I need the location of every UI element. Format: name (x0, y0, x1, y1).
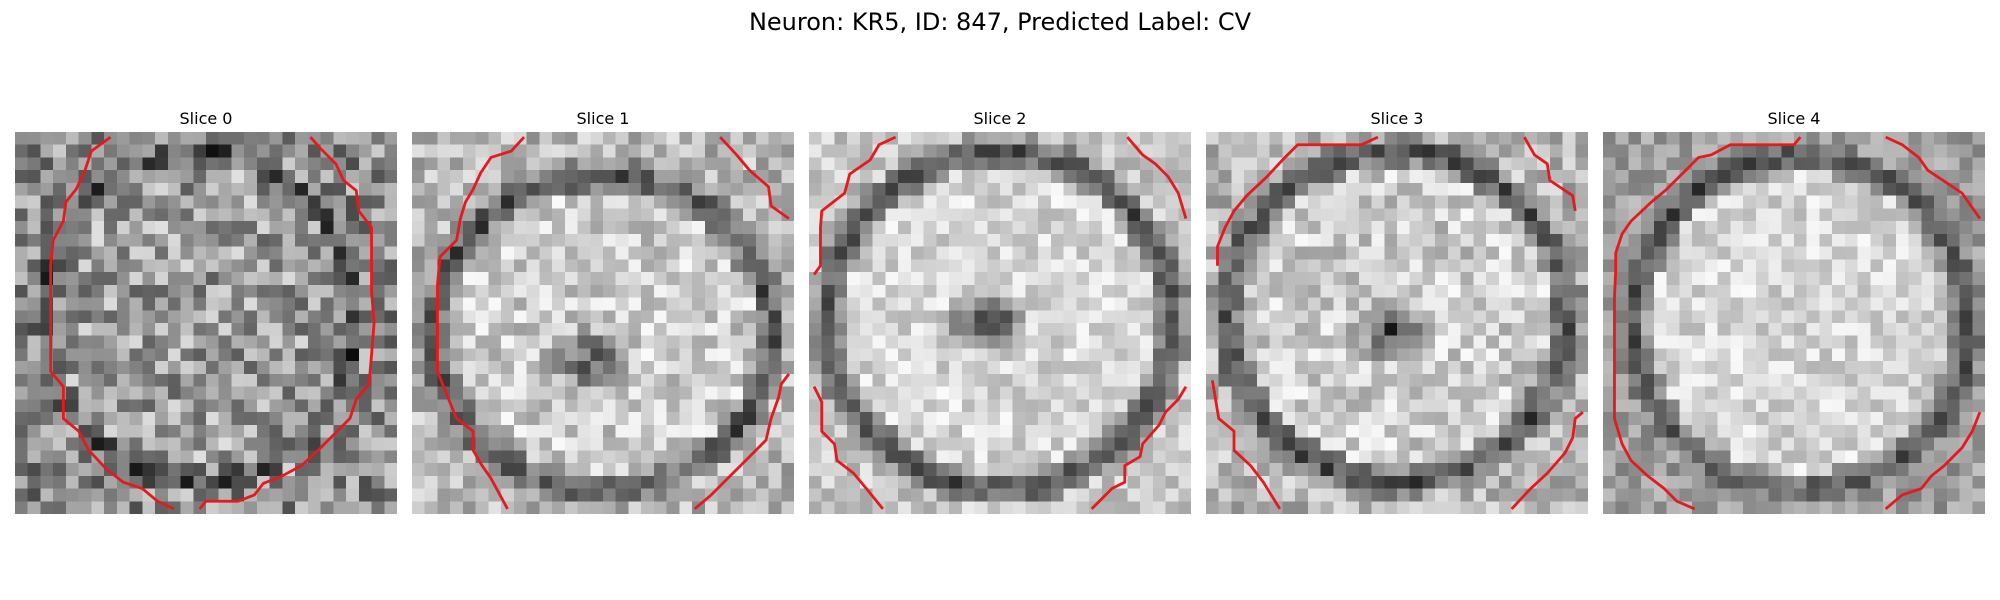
slice-title-2: Slice 2 (973, 109, 1027, 128)
slice-image-1 (412, 132, 794, 514)
contour-line (1885, 135, 1982, 220)
contour-line (1523, 136, 1577, 212)
contour-line (1090, 385, 1188, 510)
slice-panel-1: Slice 1 (412, 108, 794, 514)
slice-image-2 (809, 132, 1191, 514)
slice-panel-2: Slice 2 (809, 108, 1191, 514)
contour-line (1613, 136, 1802, 511)
contour-line (198, 136, 376, 510)
slice-panel-3: Slice 3 (1206, 108, 1588, 514)
contour-line (49, 135, 175, 511)
contour-line (1210, 380, 1282, 510)
contour-line (693, 373, 791, 510)
contour-line (436, 136, 526, 510)
contour-line (1510, 411, 1584, 510)
slice-panel-4: Slice 4 (1603, 108, 1985, 514)
contour-line (812, 386, 884, 510)
slice-title-1: Slice 1 (576, 109, 630, 128)
slice-image-3 (1206, 132, 1588, 514)
grayscale-pixels (412, 132, 794, 514)
slice-title-4: Slice 4 (1767, 109, 1821, 128)
slice-title-0: Slice 0 (179, 109, 233, 128)
contour-line (1216, 135, 1379, 266)
grayscale-pixels (809, 132, 1191, 514)
contour-line (1884, 411, 1982, 510)
contour-line (812, 135, 897, 276)
slice-image-4 (1603, 132, 1985, 514)
contour-line (1126, 136, 1188, 219)
slice-panel-0: Slice 0 (15, 108, 397, 514)
slice-image-0 (15, 132, 397, 514)
grayscale-pixels (1206, 132, 1588, 514)
grayscale-pixels (15, 132, 397, 514)
contour-line (719, 136, 790, 220)
slice-title-3: Slice 3 (1370, 109, 1424, 128)
figure-title: Neuron: KR5, ID: 847, Predicted Label: C… (748, 8, 1252, 36)
grayscale-pixels (1603, 132, 1985, 514)
